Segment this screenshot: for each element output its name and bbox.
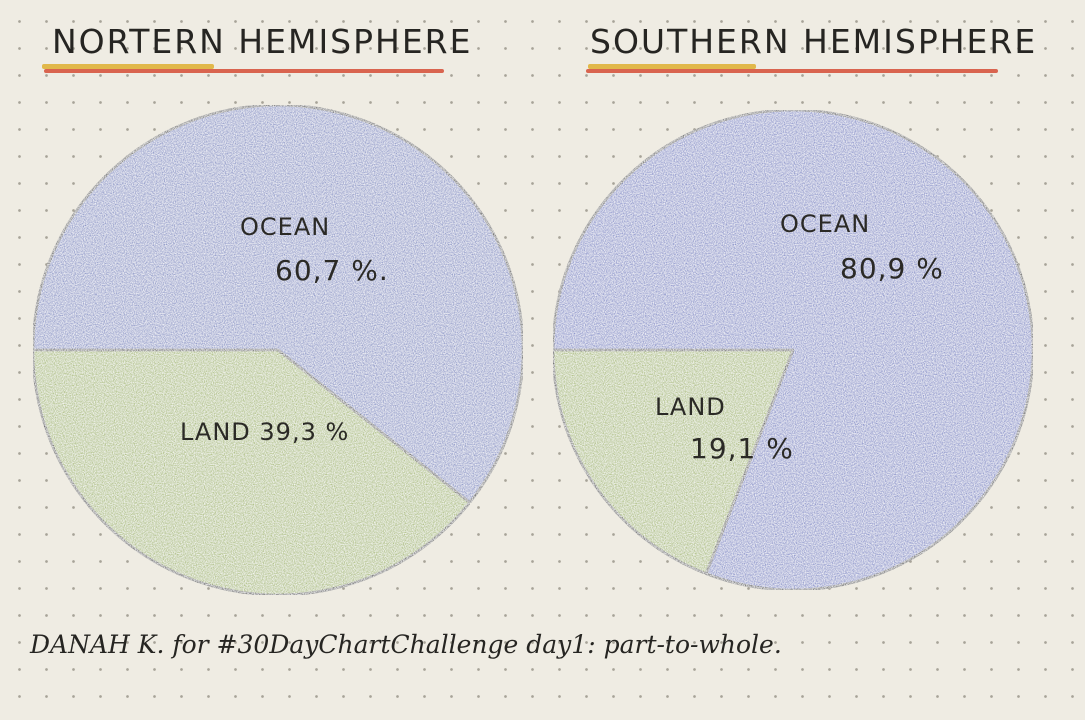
north-title-red-underline	[44, 69, 444, 73]
south-value-land: 19,1 %	[690, 432, 794, 465]
south-chart-title: SOUTHERN HEMISPHERE	[590, 22, 1038, 61]
north-chart-title: NORTERN HEMISPHERE	[52, 22, 473, 61]
north-pie: OCEAN 60,7 %. LAND 39,3 %	[31, 103, 525, 597]
south-value-ocean: 80,9 %	[840, 252, 944, 285]
north-slice-land	[31, 348, 471, 597]
north-label-land: LAND 39,3 %	[180, 418, 349, 446]
south-label-land: LAND	[655, 393, 726, 421]
north-slice-ocean	[31, 103, 525, 504]
footer-credit: DANAH K. for #30DayChartChallenge day1: …	[30, 630, 782, 659]
north-label-ocean: OCEAN	[240, 213, 330, 241]
north-title-yellow-underline	[42, 64, 214, 69]
south-slice-land	[551, 348, 795, 575]
south-pie: OCEAN 80,9 % LAND 19,1 %	[551, 108, 1035, 592]
south-slice-ocean	[551, 108, 1035, 592]
north-value-ocean: 60,7 %.	[275, 254, 389, 287]
south-label-ocean: OCEAN	[780, 210, 870, 238]
south-title-yellow-underline	[588, 64, 756, 69]
south-title-red-underline	[586, 69, 998, 73]
